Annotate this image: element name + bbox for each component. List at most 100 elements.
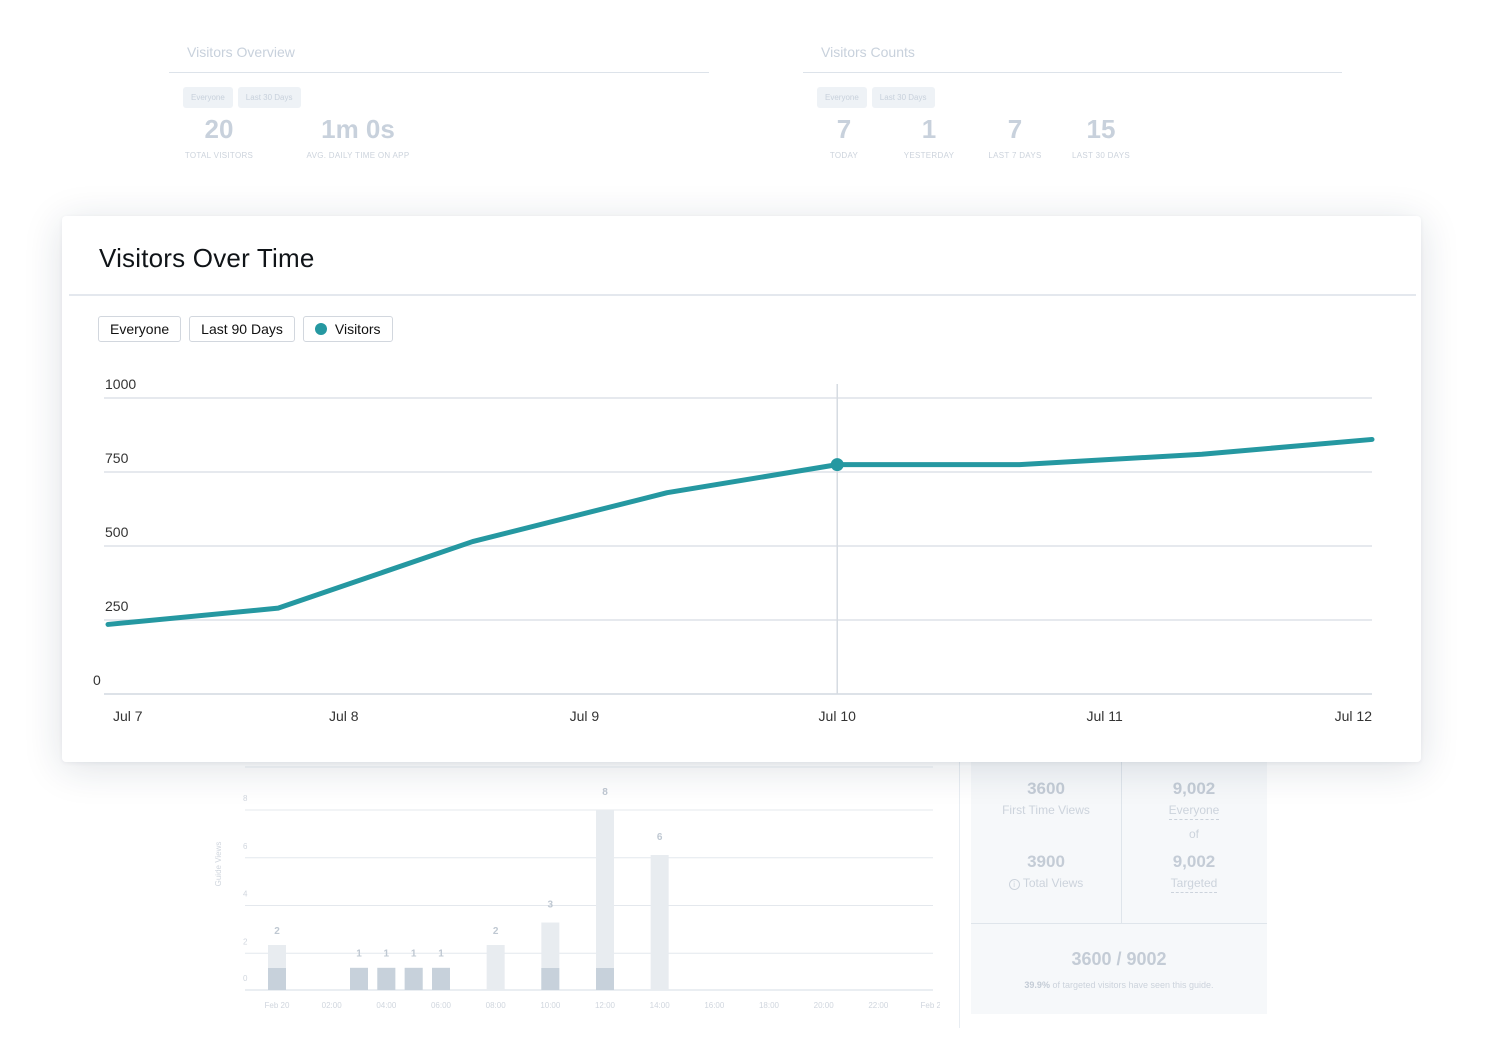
divider [1121,762,1122,923]
visitors-line-chart[interactable]: 0 250 500 750 1000 Jul 7 Jul 8 Jul 9 Jul 10 Jul 1… [62,366,1421,736]
first-time-views-bar [541,968,560,990]
x-tick-label: 22:00 [868,1001,889,1010]
x-tick-label: Jul 10 [819,708,857,724]
bar-data-label: 1 [411,949,417,960]
segment-filter-button[interactable]: Everyone [98,316,182,342]
highlighted-data-point [830,458,844,472]
y-axis-label: Guide Views [214,842,223,887]
targeted-link[interactable]: Targeted [1170,876,1218,893]
today-stat: 7 TODAY [817,114,871,160]
stat-label: LAST 7 DAYS [988,151,1042,160]
stat-value: 20 [204,114,234,144]
divider [69,294,1416,296]
series-toggle-button[interactable]: Visitors [302,316,393,342]
visitors-over-time-card: Visitors Over Time Everyone Last 90 Days… [62,216,1421,762]
range-chip[interactable]: Last 30 Days [871,87,935,108]
x-tick-label: 18:00 [759,1001,780,1010]
x-tick-label: 10:00 [540,1001,561,1010]
first-time-views-bar [377,968,396,990]
bar-data-label: 3 [548,900,554,911]
y-tick-label: 750 [105,450,129,466]
x-tick-label: Feb 21 [921,1001,940,1010]
chart-filters: Everyone Last 90 Days Visitors [98,316,393,342]
x-tick-label: 08:00 [486,1001,507,1010]
last-7-days-stat: 7 LAST 7 DAYS [985,114,1045,160]
everyone-link[interactable]: Everyone [1168,803,1220,820]
visitors-overview-title: Visitors Overview [187,44,295,60]
stat-label: YESTERDAY [903,151,955,160]
first-time-views-stat: 3600 First Time Views [971,779,1121,817]
series-color-dot-icon [314,323,327,335]
stat-label: First Time Views [1002,803,1090,817]
reach-percent: 39.9% [1024,980,1050,990]
stat-value: 7 [836,114,852,144]
stat-value: 1 [921,114,937,144]
total-views-stat: 3900 i Total Views [971,852,1121,890]
x-tick-label: Jul 9 [570,708,600,724]
filter-label: Visitors [334,321,381,337]
y-tick-label: 500 [105,524,129,540]
first-time-views-bar [432,968,450,990]
targeted-stat: 9,002 Targeted [1121,852,1267,893]
guide-stats-card: 3600 First Time Views 3900 i Total Views… [971,762,1267,1014]
first-time-views-bar [350,968,368,990]
x-tick-label: 20:00 [814,1001,835,1010]
reach-ratio: 3600 / 9002 [1071,949,1167,969]
segment-chip[interactable]: Everyone [183,87,233,108]
date-range-filter-button[interactable]: Last 90 Days [189,316,295,342]
y-tick-label: 1000 [105,376,136,392]
visitors-series-line [105,436,1375,627]
x-tick-label: Jul 8 [329,708,359,724]
visitors-counts-title: Visitors Counts [821,44,915,60]
y-tick-label: 6 [243,842,248,851]
segment-chip[interactable]: Everyone [817,87,867,108]
x-tick-label: Jul 7 [113,708,143,724]
everyone-stat: 9,002 Everyone of [1121,779,1267,841]
stat-value: 7 [1007,114,1023,144]
stat-label-row: i Total Views [971,876,1121,890]
y-tick-label: 8 [243,794,248,803]
stat-label: TOTAL VISITORS [184,151,254,160]
stat-label: AVG. DAILY TIME ON APP [306,151,410,160]
bar-data-label: 6 [657,832,663,843]
stat-value: 9,002 [1172,779,1216,798]
bar-data-label: 1 [384,949,390,960]
stat-label: TODAY [829,151,859,160]
bar-data-label: 8 [602,787,608,798]
stat-value: 1m 0s [321,114,395,144]
yesterday-stat: 1 YESTERDAY [899,114,959,160]
first-time-views-bar [596,968,614,990]
bar-data-label: 1 [438,949,444,960]
x-tick-label: 04:00 [376,1001,397,1010]
first-time-views-bar [404,968,423,990]
y-tick-label: 0 [93,672,101,688]
bar-data-label: 1 [356,949,362,960]
y-tick-label: 250 [105,598,129,614]
x-tick-label: 06:00 [431,1001,452,1010]
total-views-bar [486,945,505,990]
range-chip[interactable]: Last 30 Days [237,87,301,108]
x-tick-label: Jul 11 [1086,708,1123,724]
y-tick-label: 0 [243,974,248,983]
x-tick-label: Jul 12 [1335,708,1373,724]
x-tick-label: 12:00 [595,1001,616,1010]
reach-note: 39.9% of targeted visitors have seen thi… [971,980,1267,990]
total-visitors-stat: 20 TOTAL VISITORS [183,114,255,160]
filter-label: Last 90 Days [201,321,283,337]
stat-value: 9,002 [1172,852,1216,871]
total-views-bar [650,855,669,990]
stat-label: LAST 30 DAYS [1072,151,1130,160]
info-icon[interactable]: i [1008,879,1020,890]
last-30-days-stat: 15 LAST 30 DAYS [1069,114,1133,160]
stat-value: 3600 [1027,779,1065,798]
guide-views-chart: 0 2 4 6 8 Guide Views 2 1 1 1 1 2 3 8 6 Feb 20 02:00 04:0… [214,766,940,1010]
card-title: Visitors Over Time [99,243,315,273]
avg-daily-time-stat: 1m 0s AVG. DAILY TIME ON APP [303,114,413,160]
stat-value: 3900 [1027,852,1065,871]
guide-reach-summary: 3600 / 9002 39.9% of targeted visitors h… [971,949,1267,990]
y-tick-label: 4 [243,890,248,899]
bar-data-label: 2 [493,926,499,937]
x-tick-label: 02:00 [322,1001,343,1010]
filter-label: Everyone [110,321,170,337]
total-views-bar [596,810,614,990]
